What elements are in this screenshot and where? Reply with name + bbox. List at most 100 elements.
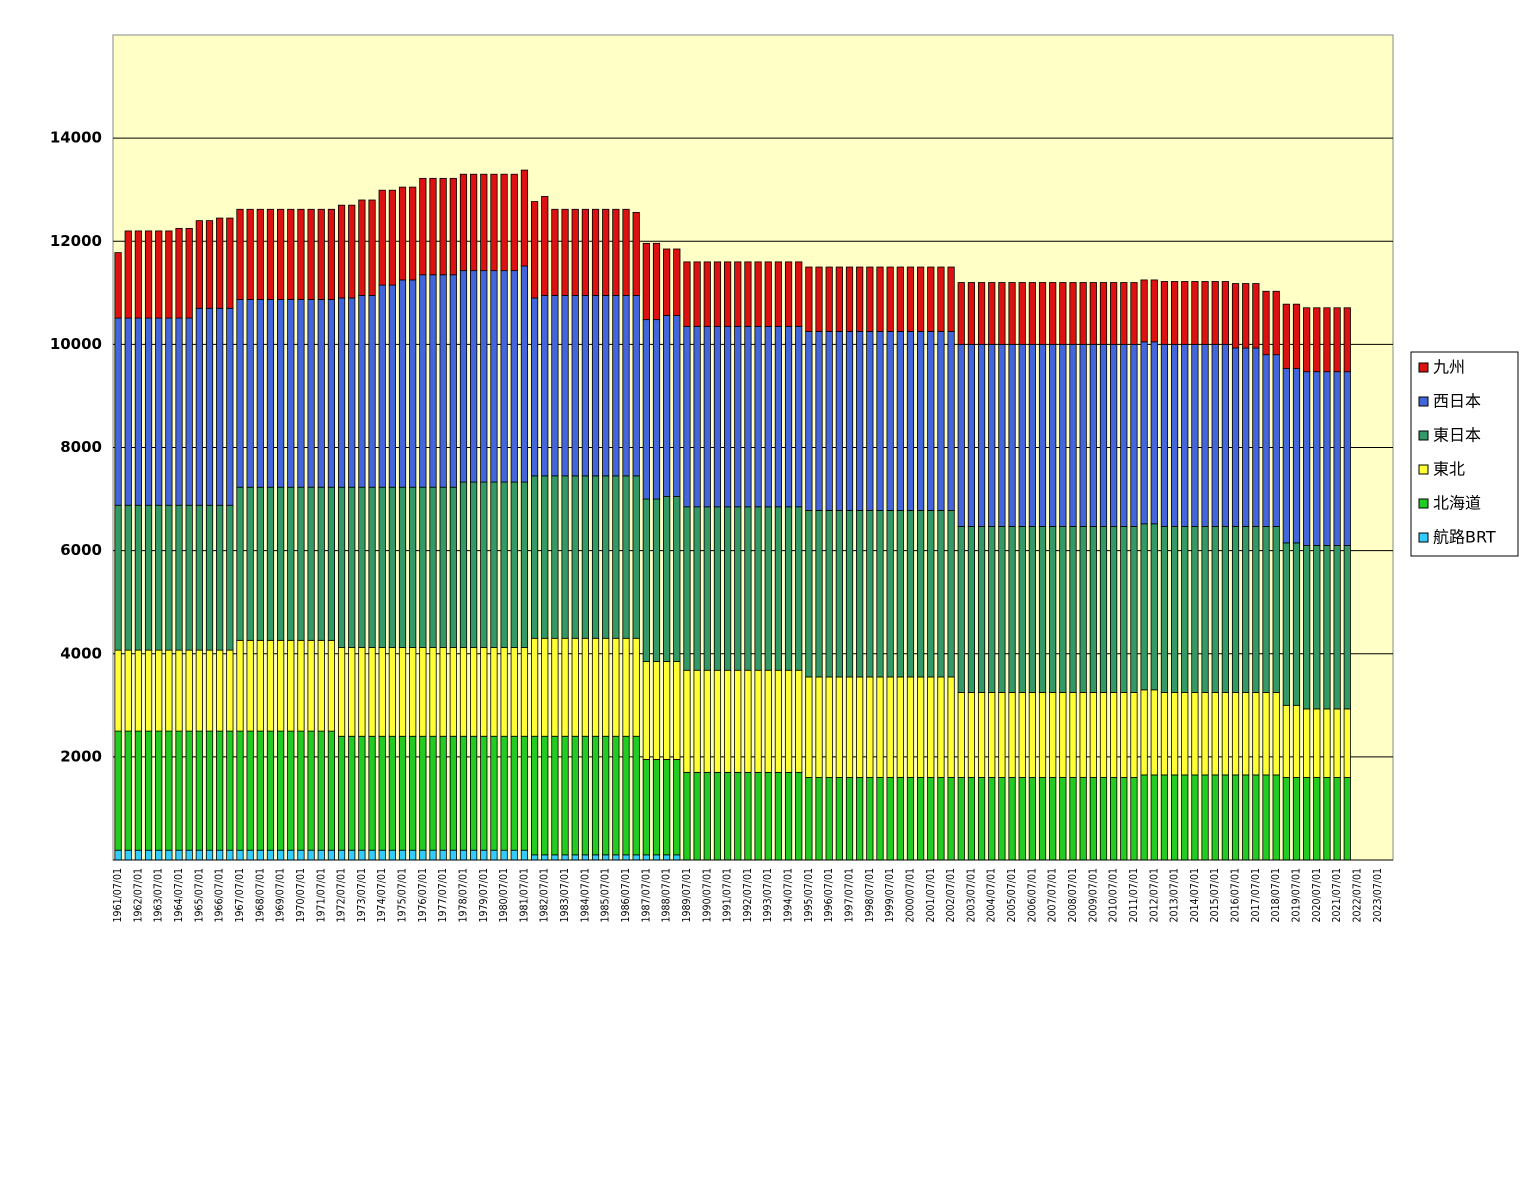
bar-segment [226, 504, 234, 651]
bar-segment [337, 647, 346, 737]
bar-segment [1130, 777, 1138, 861]
bar-segment [673, 661, 681, 760]
bar-segment [368, 199, 376, 296]
bar-segment [287, 486, 295, 641]
bar-segment [703, 325, 711, 508]
bar-segment [114, 317, 122, 506]
bar-segment [774, 669, 782, 773]
bar-segment [348, 849, 356, 861]
bar-segment [642, 661, 650, 760]
legend-box [1410, 351, 1519, 557]
legend-swatch [1418, 498, 1429, 509]
bar-segment [591, 637, 600, 737]
bar-segment [622, 735, 630, 856]
bar-segment [317, 730, 325, 851]
bar-segment [378, 284, 386, 488]
bar-segment [500, 481, 508, 648]
x-tick-label: 2004/07/01 [986, 868, 998, 922]
x-tick-label: 1973/07/01 [356, 868, 368, 922]
bar-segment [1170, 774, 1179, 861]
bar-segment [754, 261, 762, 327]
bar-segment [713, 325, 722, 508]
bar-segment [977, 777, 986, 861]
bar-segment [205, 649, 214, 732]
bar-segment [866, 676, 874, 778]
bar-segment [1028, 525, 1036, 693]
bar-segment [591, 208, 600, 296]
bar-segment [236, 486, 244, 641]
bar-segment [1313, 307, 1321, 373]
x-tick-label: 1990/07/01 [701, 868, 713, 922]
bar-segment [297, 208, 305, 300]
bar-segment [134, 849, 142, 861]
bar-segment [713, 669, 722, 773]
bar-segment [368, 486, 376, 648]
bar-segment [439, 274, 447, 488]
bar-segment [906, 331, 915, 511]
bar-segment [1079, 692, 1087, 778]
bar-segment [358, 486, 366, 648]
bar-segment [856, 331, 864, 511]
bar-segment [165, 849, 173, 861]
bar-segment [876, 331, 884, 511]
x-tick-label: 1993/07/01 [762, 868, 774, 922]
bar-segment [337, 486, 346, 648]
bar-segment [795, 771, 803, 861]
bar-segment [490, 647, 498, 737]
bar-segment [724, 506, 732, 671]
y-tick-label: 14000 [50, 129, 102, 147]
x-tick-label: 1967/07/01 [234, 868, 246, 922]
bar-segment [195, 220, 203, 309]
bar-segment [947, 777, 955, 861]
bar-segment [815, 266, 823, 332]
bar-segment [1242, 283, 1250, 349]
bar-segment [1201, 281, 1209, 345]
bar-segment [591, 735, 600, 856]
bar-segment [144, 730, 153, 851]
bar-segment [337, 297, 346, 488]
bar-segment [622, 294, 630, 477]
bar-segment [825, 331, 833, 511]
bar-segment [845, 266, 854, 332]
bar-segment [287, 639, 295, 732]
bar-segment [348, 647, 356, 737]
bar-segment [703, 771, 711, 861]
bar-segment [815, 331, 823, 511]
x-tick-label: 1999/07/01 [884, 868, 896, 922]
bar-segment [287, 208, 295, 300]
bar-segment [287, 849, 295, 861]
bar-segment [1150, 689, 1158, 776]
x-tick-label: 1987/07/01 [640, 868, 652, 922]
bar-segment [1140, 774, 1148, 861]
bar-segment [1099, 525, 1108, 693]
bar-segment [1140, 279, 1148, 343]
bar-segment [977, 525, 986, 693]
bar-segment [368, 294, 376, 488]
bar-segment [1059, 525, 1067, 693]
bar-segment [1262, 525, 1270, 693]
bar-segment [886, 777, 894, 861]
x-tick-label: 1975/07/01 [397, 868, 409, 922]
bar-segment [988, 692, 996, 778]
bar-segment [490, 849, 498, 861]
bar-segment [571, 735, 579, 856]
x-tick-label: 1968/07/01 [254, 868, 266, 922]
bar-segment [246, 849, 254, 861]
bar-segment [216, 307, 224, 506]
bar-segment [124, 849, 132, 861]
bar-segment [998, 777, 1006, 861]
bar-segment [439, 647, 447, 737]
bar-segment [764, 506, 772, 671]
bar-segment [1191, 281, 1199, 345]
bar-segment [409, 647, 417, 737]
bar-segment [216, 504, 224, 651]
bar-segment [1049, 282, 1057, 345]
bar-segment [1211, 525, 1219, 693]
bar-segment [124, 230, 132, 319]
bar-segment [632, 735, 640, 856]
bar-segment [175, 317, 183, 506]
bar-segment [1242, 774, 1250, 861]
bar-segment [510, 481, 518, 648]
bar-segment [1313, 777, 1321, 861]
bar-segment [713, 261, 722, 327]
